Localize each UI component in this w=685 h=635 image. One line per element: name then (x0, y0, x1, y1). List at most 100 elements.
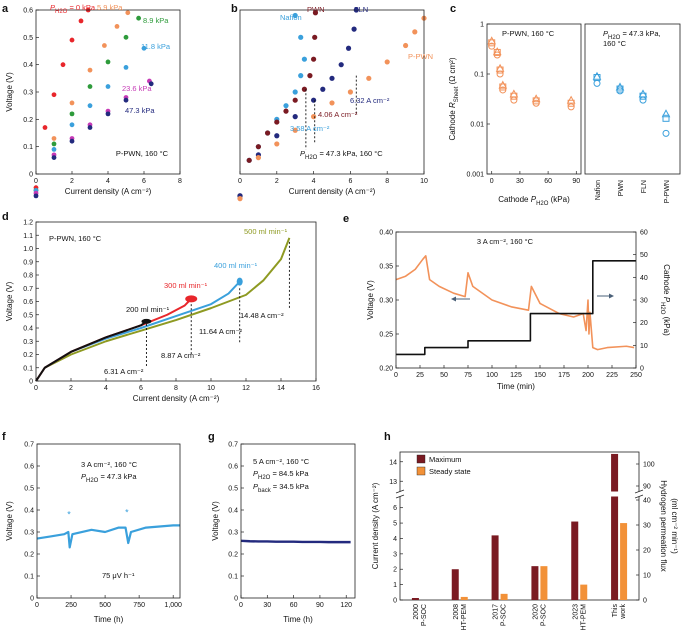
x-tick-label: 0 (394, 372, 398, 379)
axis-break-mark (634, 489, 644, 494)
bar (460, 596, 468, 600)
data-point (488, 39, 496, 47)
y-tick-label: 0.2 (23, 352, 33, 359)
legend-label: Steady state (429, 467, 471, 476)
x-axis-label: Cathode PH2O (kPa) (498, 195, 570, 207)
data-point (292, 12, 298, 19)
y-tick-label: 0.3 (24, 530, 34, 537)
axis-break-mark (395, 489, 405, 494)
x-axis-label: Current density (A cm⁻²) (133, 394, 220, 403)
data-point (532, 97, 540, 105)
x-tick-label: 30 (516, 178, 524, 185)
category-label: 2020 (532, 604, 539, 620)
x-tick-label: 0 (239, 602, 243, 609)
x-tick-label: 4 (104, 385, 108, 392)
data-point (125, 10, 131, 16)
x-tick-label: 0 (34, 385, 38, 392)
y-tick-label: 0 (30, 596, 34, 603)
y-axis-label: Voltage (V) (5, 72, 14, 112)
y-tick-label: 0.25 (379, 332, 393, 339)
x-axis-label: Current density (A cm⁻²) (289, 187, 376, 196)
series-label: PH2O = 0 kPa (50, 3, 96, 15)
data-point (69, 37, 75, 43)
y-tick-label: 0.2 (23, 117, 33, 124)
category-label: PWN (618, 180, 625, 196)
data-point (499, 83, 507, 91)
x-tick-label: 10 (207, 385, 215, 392)
series-label: 47.3 kPa (125, 106, 155, 115)
y-tick-label: 0 (29, 172, 33, 179)
bar (580, 584, 588, 600)
category-label: HT-PEM (461, 604, 468, 631)
plot-frame (240, 443, 356, 599)
data-point (403, 42, 409, 49)
data-point (496, 66, 504, 74)
y-axis-label: Voltage (V) (5, 281, 14, 321)
series-label: 400 ml min⁻¹ (214, 261, 258, 270)
x-tick-label: 2 (69, 385, 73, 392)
data-point (499, 86, 507, 94)
y-tick-label-right: 20 (640, 320, 648, 327)
y-tick-label: 1 (393, 582, 397, 589)
data-point (255, 144, 261, 150)
legend-swatch (416, 454, 426, 464)
y-tick-label: 0.6 (24, 464, 34, 471)
series-line (35, 237, 291, 382)
bar (500, 593, 508, 600)
data-point (87, 103, 93, 109)
data-point (292, 114, 298, 120)
y-tick-label: 0.7 (23, 286, 33, 293)
y-tick-label: 2 (393, 567, 397, 574)
x-tick-label: 0 (35, 602, 39, 609)
plot-frame (239, 9, 425, 175)
callout-label: 8.87 A cm⁻² (161, 351, 201, 360)
data-point (412, 29, 418, 35)
data-point (532, 99, 540, 107)
axis-arrow-head (609, 293, 614, 299)
x-tick-label: 4 (106, 178, 110, 185)
y-tick-label: 14 (389, 459, 397, 466)
data-point (347, 89, 353, 95)
y-tick-label: 0.001 (466, 172, 484, 179)
data-point (292, 89, 298, 95)
data-point (661, 109, 671, 118)
y-tick-label: 0.40 (379, 230, 393, 237)
series-label: 500 ml min⁻¹ (244, 227, 288, 236)
panel-label: h (384, 431, 391, 443)
data-point (496, 70, 504, 78)
y-tick-label: 1.2 (23, 220, 33, 227)
y-tick-label: 0.1 (23, 144, 33, 151)
data-point (69, 122, 75, 128)
y-tick-label: 1.1 (23, 233, 33, 240)
x-tick-label: 90 (572, 178, 580, 185)
x-tick-label: 200 (582, 372, 594, 379)
data-point (136, 15, 142, 21)
x-tick-label: 16 (312, 385, 320, 392)
y-tick-label: 0.7 (24, 442, 34, 449)
x-tick-label: 90 (316, 602, 324, 609)
data-point (87, 125, 93, 130)
data-point (105, 111, 111, 117)
panel-f: 0 250 500 750 1,000 0 0.1 0.2 0.3 0.4 0.5 0.6 0.7 * * 3… (5, 442, 182, 625)
bar (540, 566, 548, 600)
data-point (329, 75, 335, 81)
x-tick-label: 2 (70, 178, 74, 185)
data-point (312, 10, 319, 16)
y-tick-label-right: 20 (643, 548, 651, 555)
data-point (639, 92, 647, 100)
category-label: FLN (641, 180, 648, 193)
series-label: 5.9 kPa (97, 3, 123, 12)
data-point (662, 114, 670, 122)
data-point (592, 71, 602, 80)
x-tick-label: 120 (340, 602, 352, 609)
data-point (51, 136, 57, 141)
y-tick-label-right: 30 (640, 298, 648, 305)
y-tick-label: 0.30 (379, 298, 393, 305)
x-tick-label: 75 (464, 372, 472, 379)
data-point (42, 125, 48, 130)
series-line (35, 320, 148, 382)
data-point (510, 96, 518, 104)
y-tick-label-right: 60 (640, 230, 648, 237)
x-tick-label: 150 (534, 372, 546, 379)
panel-annotation: 3 A cm⁻², 160 °C (81, 460, 138, 469)
